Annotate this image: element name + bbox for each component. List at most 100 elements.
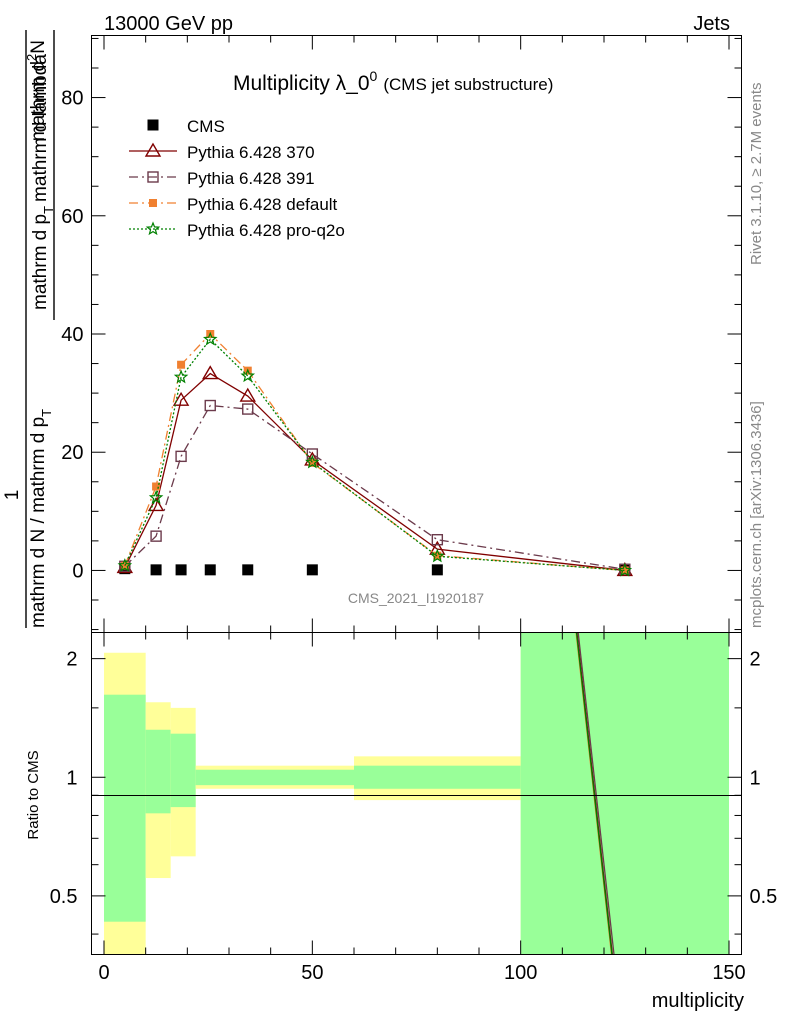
legend-marker: [144, 142, 162, 157]
data-point: [148, 490, 164, 504]
legend-label: Pythia 6.428 370: [187, 143, 315, 162]
ratio-ylabel: Ratio to CMS: [25, 750, 42, 839]
data-point: [152, 482, 161, 491]
data-point: [150, 530, 162, 542]
ratio-band-green: [145, 729, 171, 814]
main-ytick-label: 80: [61, 88, 83, 110]
main-ytick-label: 40: [61, 324, 83, 346]
x-axis-label: multiplicity: [652, 990, 744, 1012]
main-y-label: mathrm d2N mathrm d pTmathrm d lambda 1 …: [2, 30, 56, 628]
ratio-band-green: [354, 765, 521, 789]
title-sub: (CMS jet substructure): [383, 75, 553, 94]
data-point: [202, 331, 218, 346]
data-point: [173, 369, 189, 384]
data-point: [308, 458, 317, 467]
legend-label: Pythia 6.428 391: [187, 169, 315, 188]
ratio-line: [577, 632, 615, 955]
x-tick-label: 100: [504, 962, 537, 984]
x-tick-label: 0: [98, 962, 109, 984]
ylabel-fraction-den: mathrm d p: [30, 214, 51, 310]
svg-text:mathrm d pTmathrm d lambda: mathrm d pTmathrm d lambda: [30, 54, 56, 310]
main-ytick-label: 60: [61, 206, 83, 228]
data-point: [617, 562, 633, 577]
ylabel-fraction-den-rest: mathrm d lambda: [30, 54, 51, 202]
legend-marker: [149, 199, 157, 207]
series-line: [124, 372, 625, 572]
rivet-label: Rivet 3.1.10, ≥ 2.7M events: [748, 83, 765, 266]
x-tick-label: 50: [301, 962, 323, 984]
data-point: [147, 497, 165, 512]
series-3: [120, 330, 629, 575]
x-tick-label: 150: [712, 962, 745, 984]
data-point: [175, 564, 187, 576]
series-4: [117, 331, 633, 577]
ylabel-fraction-sup: 2: [24, 54, 39, 61]
main-series: [116, 330, 634, 577]
main-ytick-labels: 0 20 40 60 80: [61, 88, 83, 583]
header-left: 13000 GeV pp: [104, 13, 233, 35]
legend-marker: [147, 119, 159, 131]
ylabel-fraction-num: mathrm d: [28, 61, 49, 141]
data-point: [204, 399, 216, 412]
ratio-band-green: [170, 733, 196, 808]
ratio-band-green: [520, 632, 729, 955]
svg-text:mathrm d N / mathrm d pT: mathrm d N / mathrm d pT: [28, 409, 54, 628]
ylabel-fraction-den-sub: T: [41, 206, 56, 214]
ratio-ytick-label-right: 2: [750, 649, 761, 671]
data-point: [620, 566, 629, 575]
watermark: CMS_2021_I1920187: [348, 590, 484, 606]
legend-item: Pythia 6.428 370: [129, 142, 315, 162]
data-point: [177, 360, 186, 369]
ratio-ticks: [91, 632, 742, 955]
data-point: [175, 450, 187, 463]
legend: CMS Pythia 6.428 370 Pythia 6.428 391 Pythi…: [129, 117, 345, 240]
ylabel-denominator: mathrm d N / mathrm d p: [28, 417, 49, 628]
series-line: [124, 404, 625, 570]
ratio-ytick-label: 2: [66, 649, 77, 671]
data-point: [117, 558, 133, 572]
ratio-frame: [91, 632, 742, 955]
data-point: [430, 548, 445, 563]
ratio-lines: [575, 632, 615, 955]
legend-label: Pythia 6.428 pro-q2o: [187, 221, 345, 240]
ylabel-denominator-sub: T: [39, 409, 54, 417]
ratio-ytick-label-right: 1: [750, 767, 761, 789]
header-right: Jets: [693, 13, 730, 35]
legend-item: Pythia 6.428 default: [129, 195, 338, 214]
legend-marker: [145, 221, 161, 236]
data-point: [431, 533, 444, 546]
ratio-ytick-label: 0.5: [50, 886, 78, 908]
data-point: [240, 368, 256, 383]
svg-text:mathrm d2N: mathrm d2N: [24, 40, 49, 141]
main-ytick-label: 0: [72, 560, 83, 582]
main-ticks: [91, 35, 742, 633]
series-line: [124, 333, 625, 572]
data-point: [242, 403, 254, 415]
data-point: [239, 387, 256, 402]
legend-item: CMS: [147, 117, 225, 136]
data-point: [150, 564, 162, 576]
data-point: [242, 564, 254, 576]
legend-label: CMS: [187, 117, 225, 136]
ratio-ytick-label-right: 0.5: [750, 886, 778, 908]
title-main: Multiplicity λ_0: [233, 72, 370, 95]
chart-title: Multiplicity λ_00 (CMS jet substructure): [233, 68, 553, 95]
ylabel-fraction-rest: N: [28, 40, 49, 54]
mcplots-label: mcplots.cern.ch [arXiv:1306.3436]: [748, 401, 765, 628]
title-sup: 0: [370, 68, 378, 84]
ratio-band-green: [195, 769, 354, 786]
data-point: [202, 365, 219, 380]
data-point: [431, 564, 443, 576]
data-point: [306, 564, 318, 576]
data-point: [305, 454, 320, 469]
data-point: [204, 564, 216, 576]
data-point: [172, 391, 190, 406]
legend-marker: [147, 171, 159, 183]
legend-item: Pythia 6.428 pro-q2o: [129, 221, 345, 240]
series-1: [116, 365, 634, 577]
ratio-bands: [104, 632, 729, 955]
ratio-ytick-labels: 0.5 0.5 1 1 2 2: [50, 649, 778, 908]
ratio-line: [575, 632, 613, 955]
series-line: [124, 338, 625, 572]
